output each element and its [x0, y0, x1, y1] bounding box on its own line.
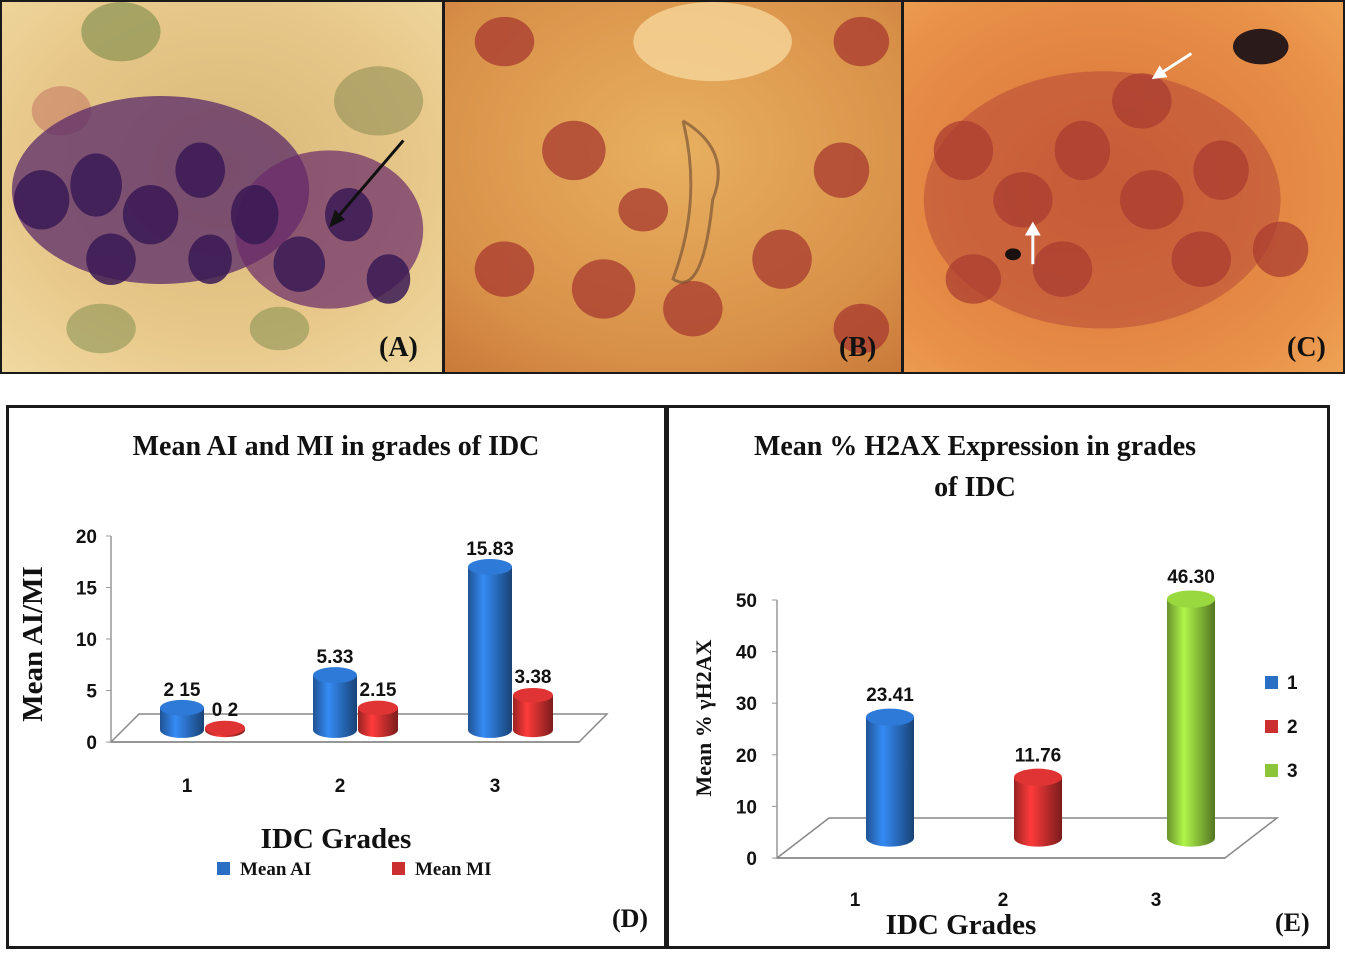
chart-e-bar	[866, 708, 914, 847]
chart-e-data-label: 11.76	[1015, 745, 1062, 766]
chart-e-legend-label: 2	[1287, 717, 1298, 738]
chart-e-ylabel: Mean % γH2AX	[691, 639, 716, 796]
micrograph-a-image	[2, 2, 442, 372]
chart-d-bar	[160, 699, 204, 738]
chart-d-bar	[205, 720, 245, 738]
chart-d-data-label: 2 15	[164, 680, 201, 701]
chart-d-data-label: 15.83	[466, 539, 514, 560]
micrograph-panel-a: (A)	[0, 0, 444, 374]
chart-d-data-label: 0 2	[212, 700, 238, 721]
chart-e-ytick-label: 20	[736, 746, 757, 767]
chart-d-ytick-label: 20	[76, 527, 97, 548]
chart-d-xtick-label: 1	[182, 776, 193, 797]
chart-d-legend-label: Mean AI	[240, 859, 311, 880]
chart-d-legend-swatch	[217, 862, 230, 875]
chart-e-svg: Mean % H2AX Expression in grades of IDC 0 1…	[691, 431, 1298, 941]
chart-panel-d: Mean AI and MI in grades of IDC 0 5 10 15 20 M…	[6, 405, 667, 949]
chart-d-data-label: 3.38	[515, 667, 552, 688]
chart-d-data-label: 5.33	[317, 647, 354, 668]
chart-d-legend-swatch	[392, 862, 405, 875]
panel-d-label: (D)	[612, 904, 649, 933]
chart-e-data-label: 23.41	[866, 685, 914, 706]
chart-e-legend-label: 3	[1287, 761, 1298, 782]
chart-d-bar	[358, 700, 398, 738]
micrograph-c-image	[904, 2, 1343, 372]
chart-d-ylabel: Mean AI/MI	[17, 566, 49, 721]
panel-e-label: (E)	[1275, 908, 1310, 937]
chart-d-ytick-label: 0	[86, 733, 97, 754]
panel-b-label: (B)	[839, 332, 877, 363]
chart-d-xtick-label: 2	[335, 776, 346, 797]
chart-e-ytick-label: 0	[746, 849, 757, 870]
chart-d-xlabel: IDC Grades	[261, 823, 412, 855]
arrow-icon	[332, 139, 405, 223]
panel-c-label: (C)	[1287, 332, 1326, 363]
chart-e-legend-swatch	[1265, 720, 1278, 733]
chart-e-legend-label: 1	[1287, 673, 1298, 694]
chart-d-title: Mean AI and MI in grades of IDC	[133, 431, 540, 462]
chart-d-data-label: 2.15	[360, 680, 397, 701]
chart-d-ytick-label: 10	[76, 630, 97, 651]
chart-e-ytick-label: 10	[736, 797, 757, 818]
chart-d-legend-label: Mean MI	[415, 859, 492, 880]
chart-e-data-label: 46.30	[1167, 567, 1215, 588]
chart-d-xtick-label: 3	[490, 776, 501, 797]
chart-e-ytick-label: 50	[736, 591, 757, 612]
chart-e-legend-swatch	[1265, 764, 1278, 777]
chart-e-xtick-label: 1	[850, 890, 861, 911]
chart-e-xtick-label: 3	[1151, 890, 1162, 911]
chart-e-ytick-label: 40	[736, 643, 757, 664]
chart-d-ytick-label: 15	[76, 579, 98, 600]
chart-e-title-line1: Mean % H2AX Expression in grades	[754, 431, 1196, 462]
chart-e-xtick-label: 2	[998, 890, 1009, 911]
chart-e-title-line2: of IDC	[934, 472, 1016, 503]
chart-e-legend-swatch	[1265, 676, 1278, 689]
micrograph-b-image	[445, 2, 901, 372]
chart-e-bar	[1167, 590, 1215, 847]
chart-d-bar	[313, 667, 357, 738]
chart-d-svg: Mean AI and MI in grades of IDC 0 5 10 15 20 M…	[17, 431, 609, 880]
chart-e-bar	[1014, 768, 1062, 847]
chart-d-bar	[468, 559, 512, 738]
chart-e-ytick-label: 30	[736, 694, 757, 715]
micrograph-panel-c: (C)	[902, 0, 1345, 374]
panel-a-label: (A)	[379, 332, 418, 363]
micrograph-panel-b: (B)	[443, 0, 903, 374]
chart-d-bar	[513, 687, 553, 738]
chart-e-xlabel: IDC Grades	[886, 909, 1037, 941]
chart-panel-e: Mean % H2AX Expression in grades of IDC 0 1…	[666, 405, 1330, 949]
chart-d-ytick-label: 5	[86, 682, 97, 703]
